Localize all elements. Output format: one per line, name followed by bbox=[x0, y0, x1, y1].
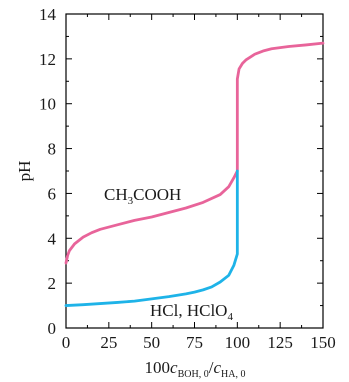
series-lines bbox=[64, 41, 325, 307]
series-line-1 bbox=[64, 169, 239, 307]
x-tick-label: 150 bbox=[310, 333, 336, 352]
plot-frame bbox=[65, 13, 324, 329]
y-tick-label: 14 bbox=[39, 5, 57, 24]
x-tick-label: 0 bbox=[62, 333, 71, 352]
series-label-ch3cooh: CH3COOH bbox=[104, 185, 181, 207]
x-tick-label: 75 bbox=[186, 333, 203, 352]
x-tick-label: 25 bbox=[100, 333, 117, 352]
axis-ticks: 0 25 50 75 100 125 150 0 2 4 6 8 10 12 14 bbox=[39, 5, 336, 352]
y-tick-label: 12 bbox=[39, 50, 56, 69]
x-tick-label: 100 bbox=[225, 333, 251, 352]
y-tick-label: 8 bbox=[48, 140, 57, 159]
x-tick-label: 125 bbox=[267, 333, 293, 352]
y-tick-label: 10 bbox=[39, 95, 56, 114]
y-tick-label: 6 bbox=[48, 184, 57, 203]
y-tick-label: 4 bbox=[48, 229, 57, 248]
x-axis-label: 100cBOH, 0/cHA, 0 bbox=[145, 358, 246, 380]
series-line-0 bbox=[64, 41, 325, 265]
x-tick-label: 50 bbox=[143, 333, 160, 352]
series-label-hcl-hclo4: HCl, HClO4 bbox=[150, 301, 233, 323]
y-tick-label: 2 bbox=[48, 274, 57, 293]
y-tick-label: 0 bbox=[48, 319, 57, 338]
y-axis-label: pH bbox=[15, 161, 34, 182]
